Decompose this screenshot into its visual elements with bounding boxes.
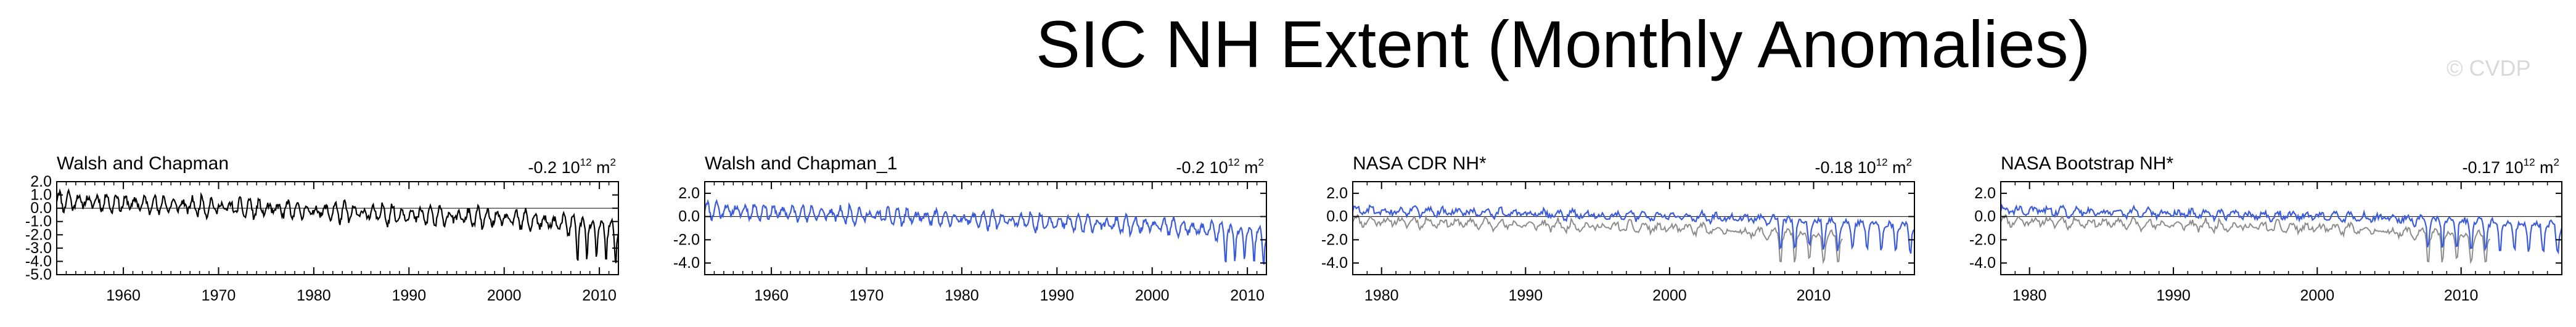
x-tick-label: 1990 (1508, 287, 1543, 304)
chart-panel-2: 2.0 0.0 -2.0 -4.0 1960 1970 1980 1990 2000 2010 Wa… (673, 153, 1267, 304)
x-tick-label: 2000 (2300, 287, 2335, 304)
x-tick-label: 2010 (1230, 287, 1265, 304)
x-tick-label: 2010 (1797, 287, 1831, 304)
y-tick-label: 0.0 (1974, 208, 1996, 225)
y-tick-label: 2.0 (1326, 185, 1348, 202)
y-tick-label: 0.0 (30, 200, 52, 217)
series-line-1 (2001, 214, 2491, 265)
x-tick-label: 1980 (1364, 287, 1399, 304)
panel-title: Walsh and Chapman (57, 153, 229, 174)
x-tick-label: 2000 (487, 287, 522, 304)
plot-frame (1352, 181, 1915, 275)
chart-panel-1: 2.01.00.0-1.0-2.0-3.0-4.0-5.0 1960 1970 198… (25, 153, 619, 304)
trend-value: -0.18 1012 m2 (1815, 156, 1912, 177)
x-tick-label: 1980 (297, 287, 331, 304)
y-tick-label: 2.0 (1974, 185, 1996, 202)
x-tick-label: 2010 (582, 287, 617, 304)
y-tick-label: -1.0 (25, 213, 52, 230)
chart-panel-4: 2.0 0.0 -2.0 -4.0 1980 1990 2000 2010 NASA Boots… (1969, 153, 2562, 304)
x-tick-label: 2010 (2444, 287, 2479, 304)
x-tick-label: 1990 (1040, 287, 1074, 304)
panel-title: NASA CDR NH* (1353, 153, 1487, 174)
x-tick-label: 2000 (1135, 287, 1170, 304)
y-tick-label: -4.0 (1321, 254, 1348, 272)
series-line-2 (1353, 204, 1914, 254)
y-tick-label: -3.0 (25, 240, 52, 257)
x-tick-label: 1990 (2156, 287, 2191, 304)
chart-panel-3: 2.0 0.0 -2.0 -4.0 1980 1990 2000 2010 NASA CDR N… (1321, 153, 1915, 304)
trend-value: -0.2 1012 m2 (528, 156, 616, 177)
y-tick-label: -5.0 (25, 266, 52, 283)
panel-title: Walsh and Chapman_1 (705, 153, 897, 174)
plot-frame (2000, 181, 2562, 275)
x-tick-label: 1960 (754, 287, 789, 304)
x-tick-label: 1960 (106, 287, 141, 304)
series-line-2 (2001, 203, 2562, 255)
trend-value: -0.17 1012 m2 (2463, 156, 2559, 177)
y-tick-label: -2.0 (673, 231, 700, 248)
y-tick-label: 0.0 (1326, 208, 1348, 225)
y-tick-label: -2.0 (25, 226, 52, 243)
series-line-1 (1353, 214, 1843, 265)
page-title: SIC NH Extent (Monthly Anomalies) (1036, 7, 2091, 81)
x-tick-label: 1980 (2012, 287, 2047, 304)
y-tick-label: -4.0 (25, 252, 52, 270)
series-line-1 (705, 198, 1266, 265)
y-tick-label: 2.0 (678, 185, 700, 202)
y-tick-label: -2.0 (1969, 231, 1996, 248)
x-tick-label: 1980 (945, 287, 979, 304)
watermark: © CVDP (2447, 55, 2531, 81)
plot-frame (704, 181, 1267, 275)
y-tick-label: -4.0 (1969, 254, 1996, 272)
y-tick-label: 2.0 (30, 173, 52, 190)
series-line-1 (57, 188, 618, 264)
y-tick-label: -4.0 (673, 254, 700, 272)
x-tick-label: 1970 (850, 287, 884, 304)
y-tick-label: 1.0 (30, 187, 52, 204)
x-tick-label: 2000 (1652, 287, 1687, 304)
y-tick-label: 0.0 (678, 208, 700, 225)
panel-title: NASA Bootstrap NH* (2001, 153, 2173, 174)
y-tick-label: -2.0 (1321, 231, 1348, 248)
x-tick-label: 1990 (392, 287, 426, 304)
trend-value: -0.2 1012 m2 (1176, 156, 1264, 177)
x-tick-label: 1970 (202, 287, 236, 304)
plot-frame (56, 181, 619, 275)
